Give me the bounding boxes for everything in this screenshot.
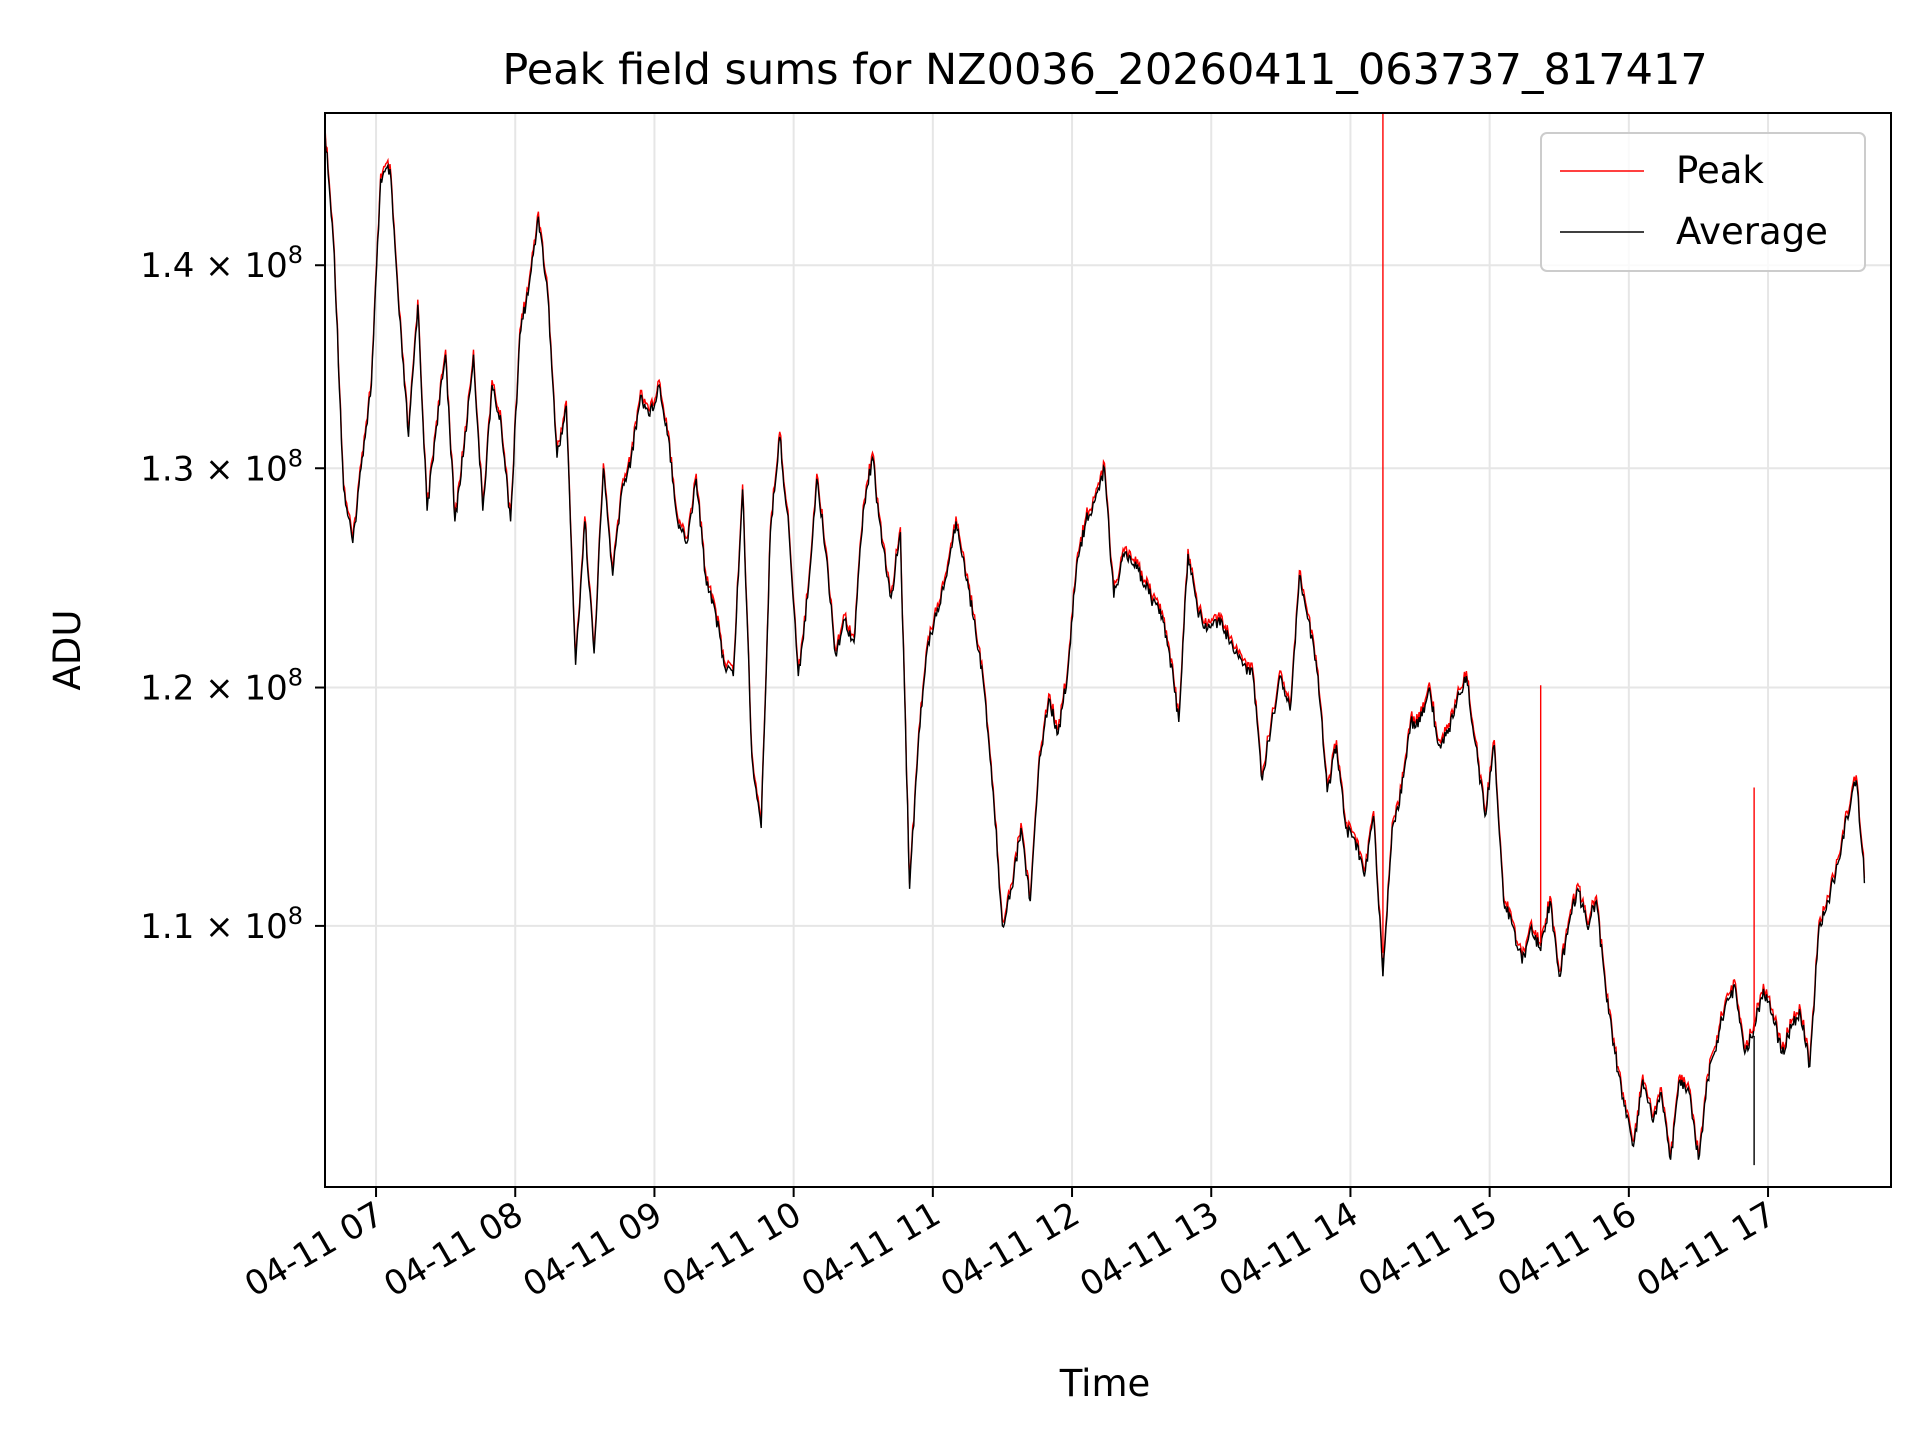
y-tick-label: 1.1 × 108 (140, 902, 303, 947)
x-axis-label: Time (1059, 1362, 1151, 1405)
legend-box (1540, 132, 1866, 272)
series-line-average (325, 131, 1866, 1160)
y-tick-label: 1.3 × 108 (140, 444, 303, 489)
y-axis-label: ADU (46, 610, 89, 691)
y-axis: 1.1 × 108 1.2 × 108 1.3 × 108 1.4 × 108 (140, 241, 325, 947)
plot-frame (324, 112, 1892, 1188)
legend: Peak Average (1540, 132, 1866, 272)
grid (325, 113, 1891, 1187)
series-layer (325, 113, 1866, 1166)
chart-title: Peak field sums for NZ0036_20260411_0637… (502, 45, 1707, 95)
legend-peak-label: Peak (1676, 149, 1764, 192)
legend-average-label: Average (1676, 210, 1828, 253)
y-tick-label: 1.4 × 108 (140, 241, 303, 286)
y-tick-label: 1.2 × 108 (140, 664, 303, 709)
